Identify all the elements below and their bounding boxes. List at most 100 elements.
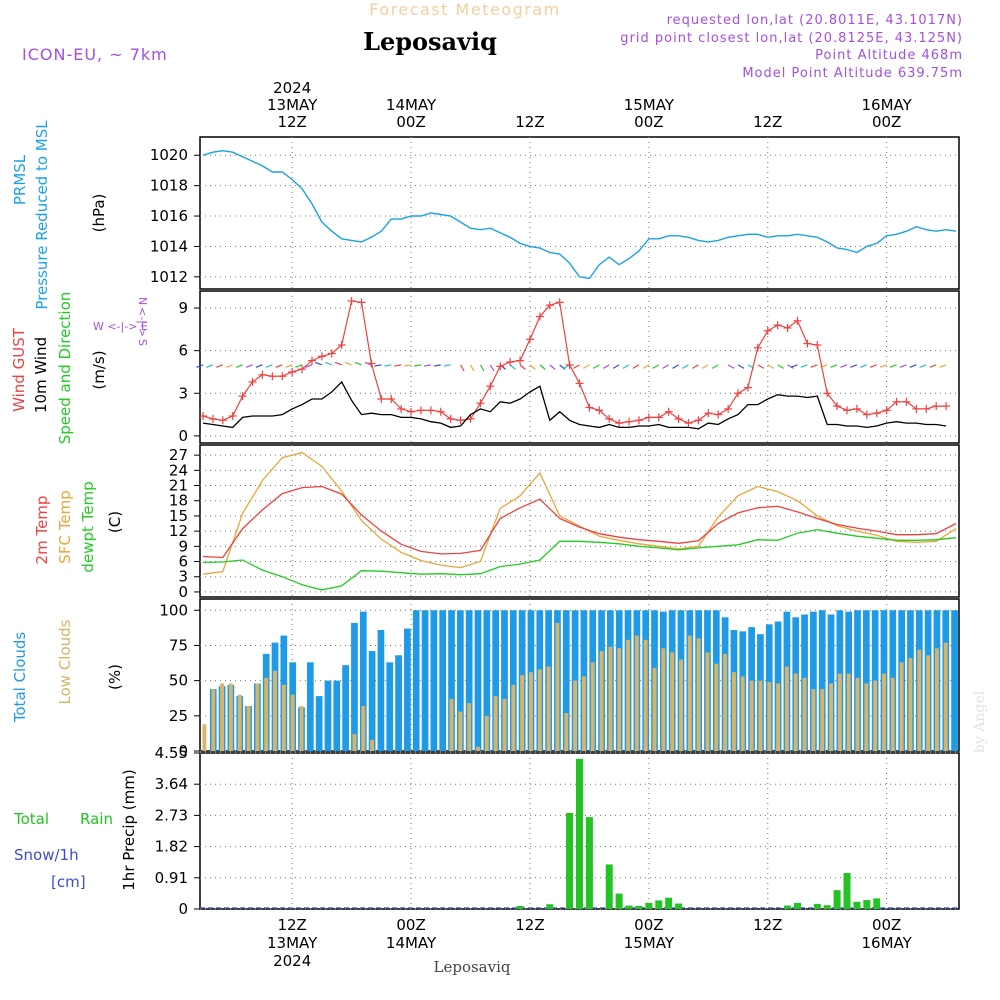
gust-point [605,414,614,423]
gust-point [625,417,634,426]
total-cloud-bar [306,662,314,751]
top-time-label: 14MAY [386,96,437,114]
total-cloud-bar [377,629,385,751]
bottom-time-label: 13MAY [267,934,318,952]
rain-bar [793,902,801,909]
wind-direction-arrow [489,364,495,372]
y-axis-ticks: 1012101410161018102003690369121518212427… [150,146,200,918]
bottom-time-label: 12Z [515,916,544,934]
rain-bar [625,905,633,909]
wind-direction-arrow [612,364,620,369]
low-cloud-bar [829,683,833,751]
wind-direction-arrow [423,364,431,367]
low-cloud-bar [220,683,225,751]
gust-point [704,409,713,418]
y-tick-label: 3.64 [155,775,188,793]
rain-bar [576,758,583,909]
gust-point [337,340,346,349]
wind-direction-arrow [549,364,556,370]
pressure-label-prmsl: PRMSL [11,154,29,205]
gust-point [872,409,881,418]
watermark: by Angel [972,690,988,753]
wind-direction-arrow [573,364,580,369]
gust-point [585,403,594,412]
gust-point [367,359,376,368]
gust-point [446,414,455,423]
low-cloud-bar [626,639,630,751]
gust-point [288,367,297,376]
wind-direction-arrow [315,361,323,366]
pressure-label-long: Pressure Reduced to MSL [33,120,51,310]
wind-direction-arrow [216,364,224,368]
gust-point [664,407,673,416]
gust-point [258,370,267,379]
gust-point [268,372,277,381]
gust-point [525,335,534,344]
top-time-label: 00Z [396,113,425,131]
low-cloud-bar [281,684,286,751]
wind-direction-arrow [850,364,858,368]
temp-sfc-line [202,451,957,575]
gust-point [496,362,505,371]
wind-direction-arrow [672,364,679,369]
wind-direction-arrow [245,364,253,368]
low-cloud-bar [370,739,375,751]
gust-point [942,402,951,411]
total-cloud-bar [474,610,482,751]
gust-point [793,316,802,325]
precip-rain-label: Rain [80,810,113,828]
y-tick-label: 1020 [150,146,188,164]
wind-direction-arrow [404,364,412,367]
rain-bar [615,893,623,909]
rain-bar [645,902,653,909]
total-cloud-bar [421,610,429,751]
low-cloud-bar [864,683,869,751]
wind-direction-arrow [433,364,441,367]
gust-point [714,410,723,419]
total-cloud-bar [862,610,870,751]
temp-sfc-label: SFC Temp [56,490,74,563]
y-tick-label: 1.82 [155,838,188,856]
gust-point [278,372,287,381]
y-tick-label: 0.91 [155,869,188,887]
gust-point [813,340,822,349]
faint-title: Forecast Meteogram [369,0,560,19]
total-cloud-bar [810,611,817,751]
wind-direction-arrow [460,364,465,372]
wind-direction-arrow [394,364,402,367]
total-cloud-bar [501,610,508,751]
gust-point [843,406,852,415]
gust-point [565,360,574,369]
wind-direction-arrow [255,364,263,368]
model-label: ICON-EU, ~ 7km [22,45,168,64]
wind-direction-arrow [622,364,630,369]
total-cloud-bar [457,610,464,751]
y-tick-label: 27 [169,446,188,464]
total-cloud-bar [386,662,394,751]
gust-point [763,326,772,335]
low-cloud-bar [917,649,922,751]
gust-point [694,416,703,425]
rain-bar [605,864,613,909]
bottom-time-label: 00Z [634,916,663,934]
gust-point [922,404,931,413]
clouds-panel [199,598,960,752]
rain-bar [585,817,593,909]
gust-point [228,412,237,421]
y-tick-label: 3 [178,568,188,586]
gust-point [298,365,307,374]
top-time-label: 00Z [872,113,901,131]
rain-bar [546,904,554,909]
gust-point [892,397,901,406]
y-tick-label: 12 [169,522,188,540]
y-tick-label: 1016 [150,207,188,225]
gust-point [783,323,792,332]
low-cloud-bar [926,655,931,751]
bottom-time-label: 15MAY [624,934,675,952]
low-cloud-bar [617,648,622,751]
y-tick-label: 2.73 [155,806,188,824]
low-cloud-bar [573,680,578,751]
low-cloud-bar [255,683,260,751]
wind-direction-arrow [800,364,808,368]
gust-point [456,416,465,425]
